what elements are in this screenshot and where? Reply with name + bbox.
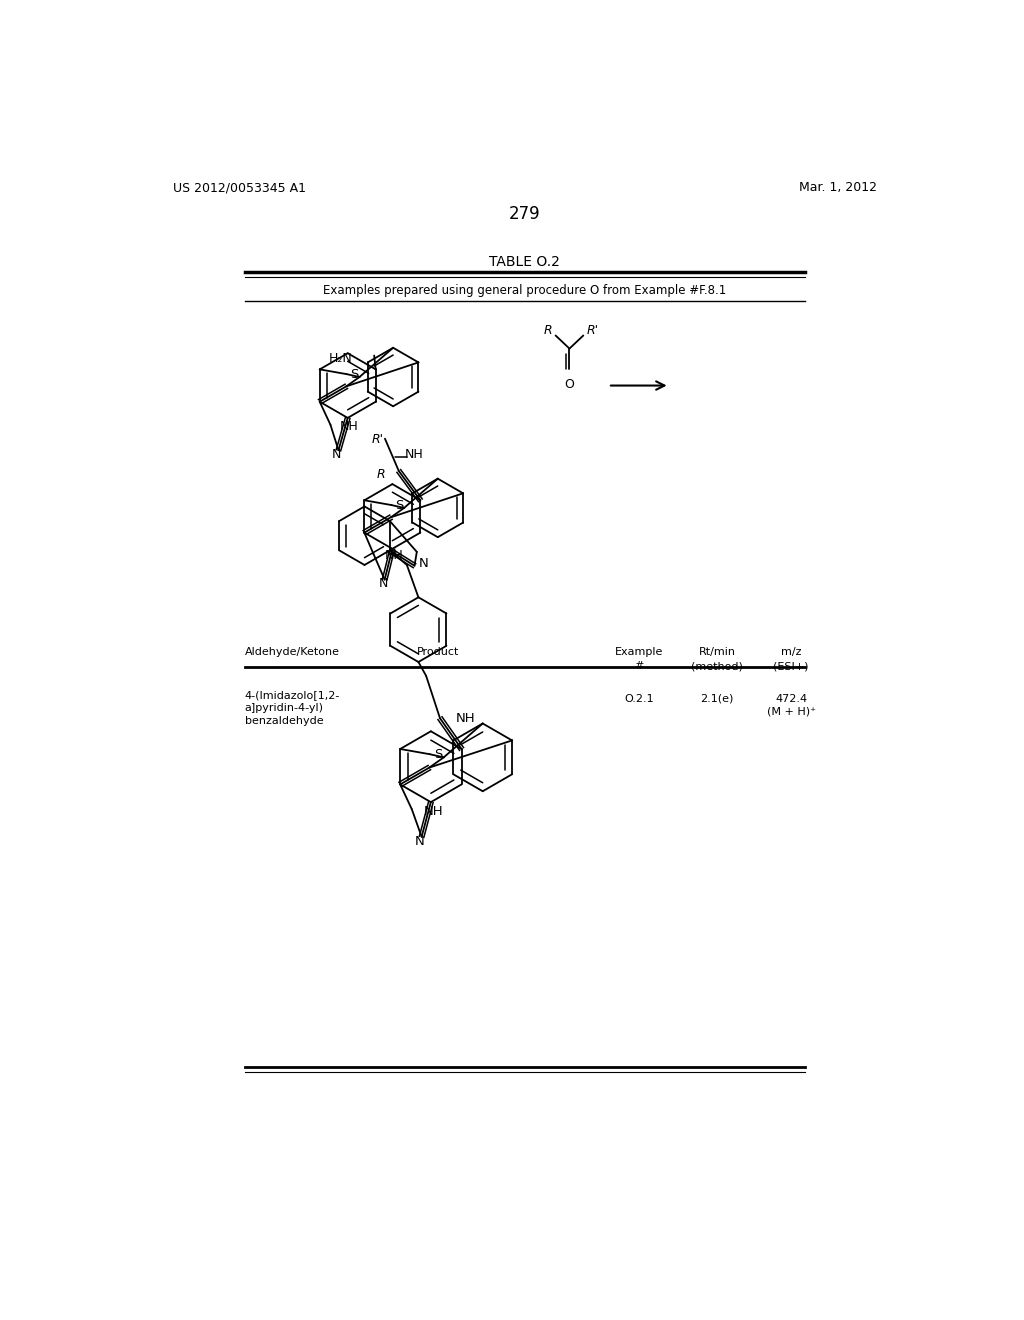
Text: R: R bbox=[377, 469, 385, 482]
Text: 4-(Imidazolo[1,2-: 4-(Imidazolo[1,2- bbox=[245, 689, 340, 700]
Text: N: N bbox=[379, 577, 388, 590]
Text: #: # bbox=[634, 661, 643, 671]
Text: N: N bbox=[419, 557, 428, 570]
Text: NH: NH bbox=[384, 549, 403, 562]
Text: O.2.1: O.2.1 bbox=[624, 693, 653, 704]
Text: O: O bbox=[564, 378, 574, 391]
Text: S: S bbox=[395, 499, 403, 512]
Text: NH: NH bbox=[456, 711, 475, 725]
Text: TABLE O.2: TABLE O.2 bbox=[489, 255, 560, 269]
Text: US 2012/0053345 A1: US 2012/0053345 A1 bbox=[173, 181, 306, 194]
Text: m/z: m/z bbox=[781, 647, 802, 657]
Text: R': R' bbox=[587, 325, 598, 338]
Text: (ESI+): (ESI+) bbox=[773, 661, 809, 671]
Text: R: R bbox=[544, 325, 553, 338]
Text: 279: 279 bbox=[509, 205, 541, 223]
Text: NH: NH bbox=[404, 447, 424, 461]
Text: N: N bbox=[332, 447, 342, 461]
Text: Mar. 1, 2012: Mar. 1, 2012 bbox=[800, 181, 878, 194]
Text: R': R' bbox=[372, 433, 383, 446]
Text: NH: NH bbox=[423, 805, 443, 818]
Text: NH: NH bbox=[340, 420, 358, 433]
Text: Example: Example bbox=[614, 647, 663, 657]
Text: (M + H)⁺: (M + H)⁺ bbox=[767, 706, 816, 717]
Text: Examples prepared using general procedure O from Example #F.8.1: Examples prepared using general procedur… bbox=[324, 284, 726, 297]
Text: (method): (method) bbox=[691, 661, 743, 671]
Text: Rt/min: Rt/min bbox=[698, 647, 736, 657]
Text: 2.1(e): 2.1(e) bbox=[700, 693, 734, 704]
Text: benzaldehyde: benzaldehyde bbox=[245, 715, 324, 726]
Text: a]pyridin-4-yl): a]pyridin-4-yl) bbox=[245, 702, 324, 713]
Text: 472.4: 472.4 bbox=[775, 693, 807, 704]
Text: S: S bbox=[434, 748, 442, 762]
Text: N: N bbox=[415, 836, 425, 849]
Text: H₂N: H₂N bbox=[329, 352, 352, 366]
Text: S: S bbox=[350, 368, 359, 381]
Text: Aldehyde/Ketone: Aldehyde/Ketone bbox=[245, 647, 340, 657]
Text: Product: Product bbox=[418, 647, 460, 657]
